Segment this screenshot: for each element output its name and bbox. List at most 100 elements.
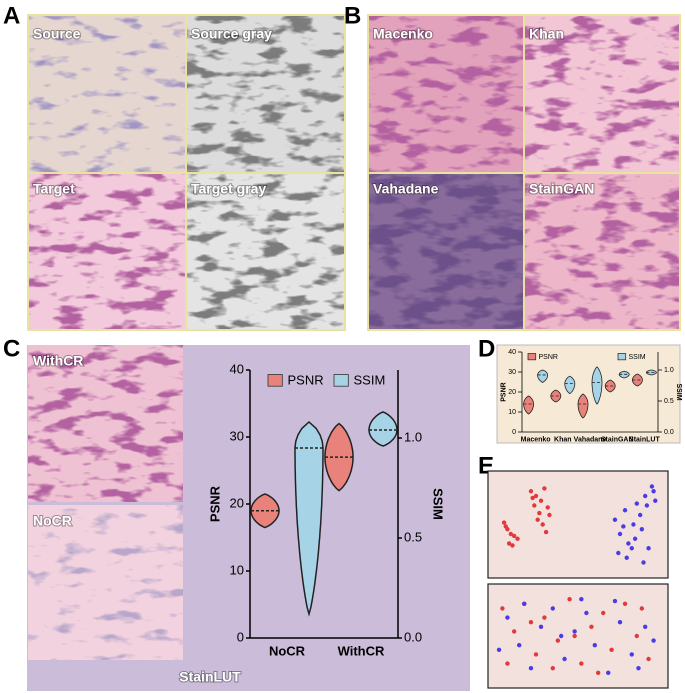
violin xyxy=(368,411,398,447)
y-axis-label: PSNR xyxy=(501,382,508,401)
scatter-point xyxy=(651,638,656,643)
image-caption: Source gray xyxy=(191,26,272,42)
legend-swatch xyxy=(333,374,349,387)
legend-swatch xyxy=(527,353,537,361)
image-caption: Source xyxy=(33,26,81,42)
scatter-point xyxy=(612,517,618,522)
scatter-point xyxy=(643,624,648,629)
violin xyxy=(523,395,534,415)
scatter-point xyxy=(535,517,540,522)
scatter-point xyxy=(550,606,555,611)
scatter-point xyxy=(522,601,527,606)
violin xyxy=(591,366,603,405)
scatter-point xyxy=(589,624,594,629)
y2-tick-label: 0.5 xyxy=(404,529,422,544)
scatter-point xyxy=(606,670,611,675)
violin xyxy=(577,393,589,419)
scatter-point xyxy=(651,489,656,494)
scatter-point xyxy=(500,606,505,611)
scatter-point xyxy=(496,647,502,652)
y-tick-label: 40 xyxy=(230,361,244,376)
violin xyxy=(564,375,576,395)
image-caption: WithCR xyxy=(33,353,83,369)
scatter-point xyxy=(532,503,537,508)
scatter-point xyxy=(542,615,547,620)
image-caption: NoCR xyxy=(33,513,72,529)
x-tick-label: StainGAN xyxy=(601,437,634,444)
scatter-frame xyxy=(487,583,669,689)
scatter-point xyxy=(528,489,534,494)
scatter-point xyxy=(643,493,648,499)
scatter-point xyxy=(649,484,655,489)
scatter-point xyxy=(530,495,535,501)
scatter-point xyxy=(637,512,643,518)
legend-label: SSIM xyxy=(354,372,386,387)
legend-label: PSNR xyxy=(539,354,558,361)
y-tick-label: 30 xyxy=(230,428,244,443)
scatter-point xyxy=(505,615,510,620)
scatter-point xyxy=(543,529,549,535)
scatter-point xyxy=(609,647,614,652)
scatter-point xyxy=(540,522,545,527)
image-texture xyxy=(368,173,524,330)
image-caption: Vahadane xyxy=(373,181,439,197)
legend-swatch xyxy=(617,353,627,361)
image-texture xyxy=(368,15,524,173)
scatter-point xyxy=(545,505,550,510)
scatter-point xyxy=(537,510,542,516)
scatter-point xyxy=(632,536,638,541)
scatter-point xyxy=(644,503,650,508)
scatter-point xyxy=(515,536,520,541)
scatter-point xyxy=(550,666,555,671)
scatter-point xyxy=(626,541,631,546)
scatter-point xyxy=(533,493,539,499)
scatter-point xyxy=(517,643,522,648)
y2-tick-label: 0.0 xyxy=(404,629,422,644)
scatter-point xyxy=(641,560,646,565)
legend-label: SSIM xyxy=(629,354,646,361)
y2-tick-label: 0.0 xyxy=(664,429,674,436)
scatter-point xyxy=(567,597,572,602)
y2-axis-label: SSIM xyxy=(675,383,682,400)
panel-footer: StainLUT xyxy=(179,669,241,685)
image-caption: Target xyxy=(33,181,75,197)
scatter-point xyxy=(538,624,544,629)
scatter-point xyxy=(559,633,564,639)
scatter-point xyxy=(624,555,629,560)
scatter-point xyxy=(533,652,539,657)
violin xyxy=(294,420,324,617)
scatter-point xyxy=(579,597,584,602)
scatter-point xyxy=(528,666,534,671)
violin xyxy=(250,493,280,529)
scatter-point xyxy=(653,498,658,503)
image-texture xyxy=(524,173,680,330)
y2-tick-label: 1.0 xyxy=(404,429,422,444)
y2-tick-label: 1.0 xyxy=(664,367,674,374)
scatter-point xyxy=(629,546,634,551)
image-caption: StainGAN xyxy=(529,181,594,197)
scatter-point xyxy=(579,661,584,666)
scatter-point xyxy=(612,598,618,604)
scatter-point xyxy=(622,601,628,606)
scatter-point xyxy=(503,524,508,529)
image-caption: Khan xyxy=(529,26,564,42)
x-tick-label: WithCR xyxy=(338,644,385,659)
x-tick-label: NoCR xyxy=(269,644,306,659)
x-tick-label: Khan xyxy=(554,437,572,444)
image-caption: Target gray xyxy=(191,181,266,197)
scatter-point xyxy=(547,512,552,518)
legend-swatch xyxy=(267,374,283,387)
scatter-point xyxy=(617,620,623,625)
scatter-point xyxy=(639,527,645,532)
image-texture xyxy=(524,15,680,173)
scatter-point xyxy=(510,543,515,548)
image-texture xyxy=(186,15,345,173)
scatter-point xyxy=(639,606,645,611)
scatter-point xyxy=(584,610,589,616)
y2-axis-label: SSIM xyxy=(431,488,446,520)
scatter-point xyxy=(634,633,639,639)
scatter-point xyxy=(555,638,561,643)
x-tick-label: Vahadane xyxy=(574,437,607,444)
x-tick-label: StainLUT xyxy=(629,437,660,444)
